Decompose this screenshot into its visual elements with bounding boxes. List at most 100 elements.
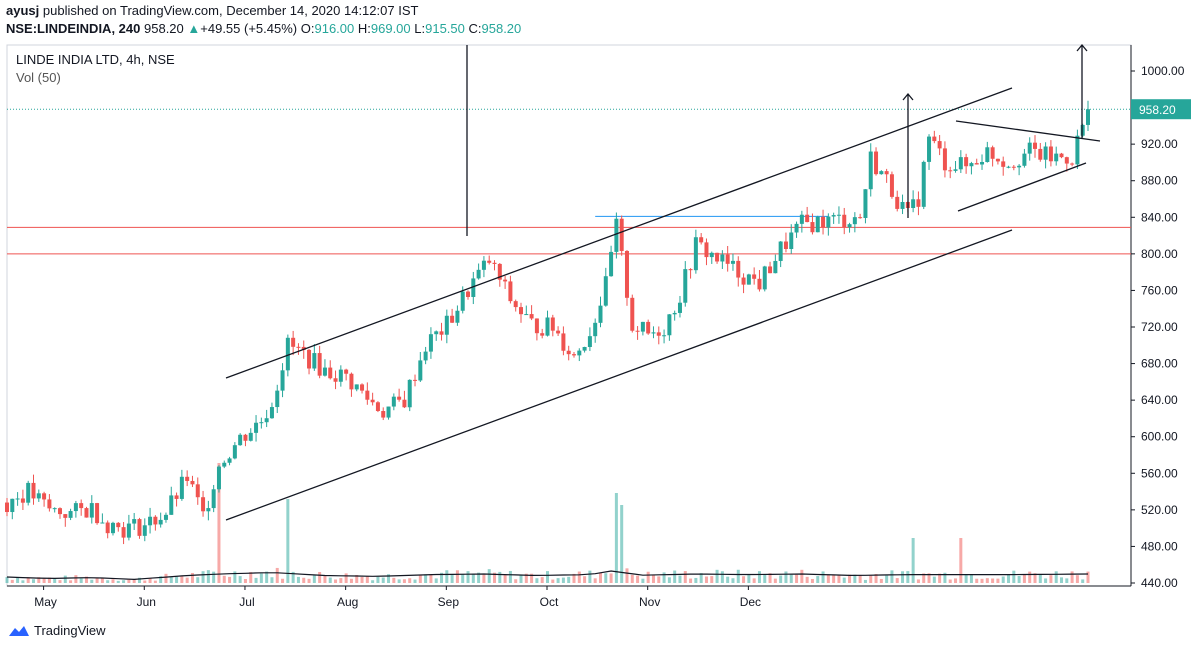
volume-bar (826, 574, 830, 583)
volume-bar (678, 575, 682, 583)
publish-text: published on TradingView.com, December 1… (42, 3, 419, 18)
volume-bar (636, 575, 640, 583)
candle-body (911, 199, 916, 208)
candle-body (1048, 146, 1053, 162)
candle-body (587, 336, 592, 347)
candle-body (317, 353, 322, 376)
footer-brand[interactable]: TradingView (8, 623, 106, 638)
price-tag-bg (1131, 99, 1191, 120)
volume-bar (869, 575, 873, 583)
volume-bar (159, 576, 163, 583)
candle-body (137, 519, 142, 536)
volume-bar (190, 572, 194, 583)
volume-bar (371, 580, 375, 583)
candle-body (529, 314, 534, 319)
volume-bar (752, 578, 756, 583)
volume-bar (270, 577, 274, 583)
candle-body (148, 516, 153, 526)
candle-body (481, 260, 486, 270)
candle-body (418, 360, 423, 381)
candle-body (593, 322, 598, 337)
volume-bar (175, 576, 179, 583)
candle-body (42, 493, 47, 500)
candle-body (730, 260, 735, 264)
candle-body (921, 161, 926, 207)
x-tick-label: Oct (540, 595, 559, 609)
candle-body (296, 346, 301, 348)
candle-body (1080, 124, 1085, 136)
series-legend: LINDE INDIA LTD, 4h, NSE (16, 52, 175, 67)
candle-body (720, 254, 725, 262)
candle-body (889, 174, 894, 197)
volume-bar (503, 574, 507, 583)
candle-body (693, 237, 698, 271)
volume-bar (535, 578, 539, 583)
volume-bar (47, 577, 51, 583)
candle-body (635, 330, 640, 332)
volume-bar (842, 577, 846, 583)
candle-body (858, 217, 863, 219)
volume-bar (249, 572, 253, 583)
volume-bar (593, 578, 597, 583)
candle-body (407, 379, 412, 408)
volume-bar (922, 573, 926, 583)
candle-body (344, 369, 349, 374)
y-tick-label: 840.00 (1141, 210, 1178, 224)
candle-body (312, 353, 317, 369)
publisher-name[interactable]: ayusj (6, 3, 40, 18)
volume-bar (212, 571, 216, 583)
volume-bar (996, 578, 1000, 583)
candle-body (662, 335, 667, 337)
volume-bar (307, 578, 311, 583)
candle-body (1086, 109, 1090, 125)
volume-bar (519, 575, 523, 583)
volume-bar (689, 578, 693, 583)
volume-bar (349, 578, 353, 583)
candle-body (206, 508, 211, 512)
candle-body (932, 136, 937, 142)
y-tick-label: 920.00 (1141, 137, 1178, 151)
plot-frame (6, 44, 1132, 587)
x-tick-label: Aug (337, 595, 358, 609)
volume-bar (577, 571, 581, 583)
candle-body (169, 495, 174, 515)
volume-bar (927, 573, 931, 583)
volume-bar (694, 577, 698, 583)
candle-body (895, 196, 900, 209)
volume-bar (84, 576, 88, 583)
candle-body (460, 291, 465, 311)
candle-body (1043, 146, 1048, 160)
candle-body (831, 215, 836, 217)
volume-bar (10, 579, 14, 583)
candle-body (964, 157, 969, 167)
candle-body (683, 269, 688, 303)
volume-bar (1012, 570, 1016, 583)
volume-bar (572, 573, 576, 583)
x-tick-label: Jun (137, 595, 156, 609)
volume-bar (281, 578, 285, 583)
candle-body (89, 503, 94, 518)
candle-body (227, 458, 232, 463)
volume-bar (143, 580, 147, 583)
volume-bar (948, 579, 952, 583)
volume-bar (26, 577, 30, 583)
volume-bar (148, 578, 152, 583)
candle-body (789, 232, 794, 249)
volume-bar (620, 505, 624, 583)
y-tick-label: 640.00 (1141, 393, 1178, 407)
candle-body (969, 163, 974, 167)
candle-body (100, 522, 105, 524)
volume-bar (720, 571, 724, 583)
volume-bar (243, 579, 247, 583)
y-tick-label: 520.00 (1141, 503, 1178, 517)
volume-bar (275, 567, 279, 583)
volume-bar (471, 573, 475, 583)
tradingview-logo-icon (9, 625, 29, 636)
candle-body (95, 503, 100, 524)
candle-body (783, 241, 788, 249)
volume-bar (482, 574, 486, 583)
candle-body (508, 281, 513, 302)
candle-body (110, 522, 115, 534)
candle-body (624, 250, 629, 298)
